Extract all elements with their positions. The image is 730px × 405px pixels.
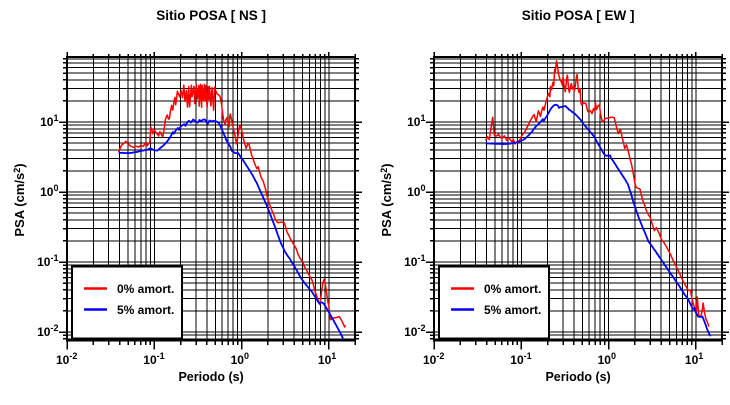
svg-text:5% amort.: 5% amort. <box>484 303 541 317</box>
svg-text:Periodo (s): Periodo (s) <box>545 370 610 384</box>
svg-text:Periodo (s): Periodo (s) <box>178 370 243 384</box>
svg-text:Sitio POSA [ NS ]: Sitio POSA [ NS ] <box>156 8 266 23</box>
svg-text:0% amort.: 0% amort. <box>117 282 174 296</box>
svg-text:PSA (cm/s2): PSA (cm/s2) <box>379 163 394 236</box>
svg-text:Sitio POSA [ EW ]: Sitio POSA [ EW ] <box>522 8 635 23</box>
svg-text:5% amort.: 5% amort. <box>117 303 174 317</box>
svg-text:PSA (cm/s2): PSA (cm/s2) <box>12 163 27 236</box>
svg-text:0% amort.: 0% amort. <box>484 282 541 296</box>
